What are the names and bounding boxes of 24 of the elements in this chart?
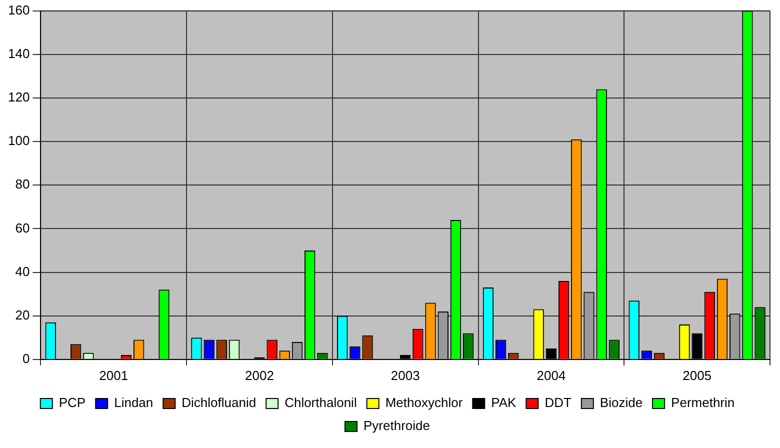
legend-label: Lindan (114, 395, 154, 410)
legend-label: Pyrethroide (364, 418, 430, 434)
x-tick-label: 2002 (245, 368, 274, 383)
legend-label: Permethrin (671, 395, 735, 410)
y-tick-label: 20 (15, 307, 30, 322)
y-tick-label: 0 (22, 350, 30, 366)
legend-label: DDT (544, 395, 572, 410)
x-tick-label: 2003 (390, 368, 420, 383)
x-tick-label: 2004 (536, 368, 566, 383)
y-tick-label: 140 (8, 46, 30, 61)
y-tick-label: 100 (8, 133, 30, 148)
legend-label: Chlorthalonil (284, 395, 357, 410)
legend-label: Methoxychlor (385, 395, 464, 410)
legend-label: PCP (58, 395, 86, 410)
legend-label: PAK (491, 395, 517, 410)
y-tick-label: 60 (15, 220, 30, 236)
y-tick-label: 160 (8, 2, 30, 18)
x-tick-label: 2001 (99, 368, 128, 383)
y-tick-label: 120 (8, 90, 30, 105)
y-tick-label: 40 (15, 264, 30, 279)
legend-label: Biozide (600, 395, 643, 410)
legend-label: Dichlofluanid (182, 395, 256, 410)
x-tick-label: 2005 (682, 368, 712, 383)
y-tick-label: 80 (15, 176, 30, 192)
